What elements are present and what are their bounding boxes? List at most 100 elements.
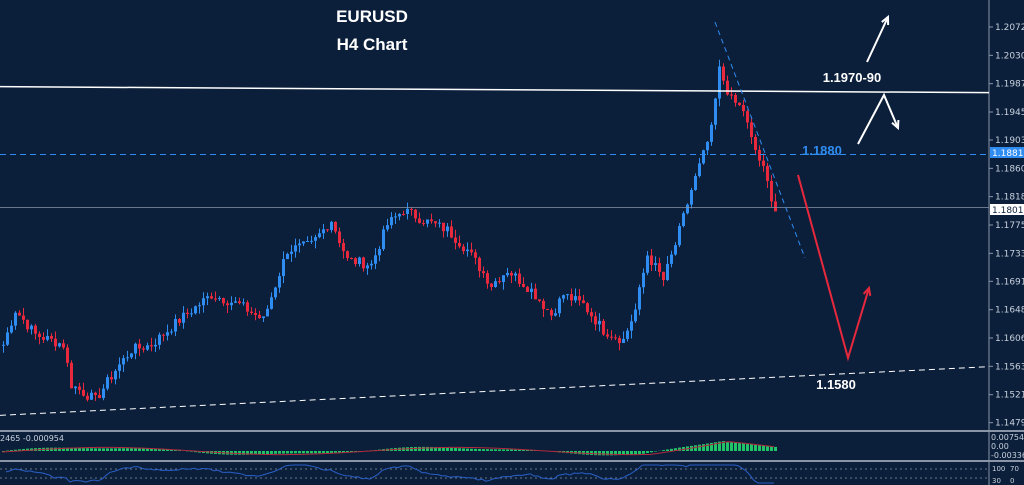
macd-histogram-bar [346, 451, 349, 453]
candle-body [18, 312, 21, 316]
candle-body [202, 298, 205, 306]
macd-histogram-bar [666, 449, 669, 451]
macd-histogram-bar [738, 442, 741, 451]
macd-histogram-bar [518, 449, 521, 451]
macd-histogram-bar [350, 451, 353, 453]
candle-body [474, 252, 477, 258]
macd-histogram-bar [730, 442, 733, 451]
macd-histogram-bar [438, 447, 441, 451]
macd-histogram-bar [266, 451, 269, 455]
candle-body [622, 338, 625, 344]
macd-histogram-bar [118, 448, 121, 451]
candle-body [766, 165, 769, 181]
candle-body [606, 334, 609, 337]
candle-body [746, 111, 749, 123]
candle-body [134, 343, 137, 354]
candle-body [774, 201, 777, 212]
macd-histogram-bar [594, 451, 597, 456]
candle-body [50, 335, 53, 339]
macd-histogram-bar [134, 448, 137, 451]
macd-histogram-bar [262, 451, 265, 455]
candle-body [546, 308, 549, 310]
macd-histogram-bar [322, 451, 325, 454]
candle-body [250, 311, 253, 313]
candle-body [162, 334, 165, 336]
macd-histogram-bar [626, 451, 629, 455]
price-axis: 1.20725 1.20300 1.19875 1.19450 1.19030 1.186… [989, 23, 1024, 429]
candle-body [186, 312, 189, 314]
macd-histogram-bar [674, 448, 677, 451]
macd-histogram-bar [14, 449, 17, 451]
price-tick-label: 1.18605 [995, 164, 1024, 174]
candle-body [738, 102, 741, 106]
candle-body [638, 287, 641, 310]
macd-histogram-bar [278, 451, 281, 454]
candle-body [366, 265, 369, 269]
candle-body [314, 237, 317, 241]
candle-body [234, 301, 237, 303]
candle-body [646, 255, 649, 273]
candle-body [554, 313, 557, 316]
bearish-projection-arrow-head [862, 285, 872, 297]
candle-body [510, 272, 513, 276]
price-tick-label: 1.15210 [995, 391, 1024, 401]
candle-body [258, 314, 261, 319]
macd-histogram-bar [698, 444, 701, 451]
rsi-line [5, 464, 774, 484]
candle-body [434, 221, 437, 224]
candle-body [526, 286, 529, 292]
macd-histogram-bar [610, 451, 613, 456]
candle-body [306, 241, 309, 243]
price-tick-label: 1.19450 [995, 108, 1024, 118]
candle-body [226, 303, 229, 306]
candle-body [490, 283, 493, 288]
candle-body [714, 98, 717, 125]
macd-histogram-bar [138, 448, 141, 451]
candle-body [754, 136, 757, 150]
candle-body [690, 190, 693, 205]
candle-body [274, 287, 277, 298]
candle-body [26, 319, 29, 330]
candle-body [430, 219, 433, 222]
macd-tick-1: 0.00 [991, 442, 1009, 451]
macd-histogram-bar [458, 448, 461, 451]
candle-body [66, 347, 69, 363]
candle-body [722, 66, 725, 81]
macd-histogram-bar [462, 448, 465, 451]
rsi-panel-separator[interactable] [0, 460, 1024, 462]
macd-tick-2: -0.00336 [991, 451, 1024, 460]
macd-histogram-bar [146, 448, 149, 451]
candle-body [230, 302, 233, 306]
candle-body [626, 330, 629, 339]
candle-body [378, 249, 381, 256]
macd-histogram-bar [742, 443, 745, 451]
candle-body [702, 150, 705, 164]
macd-histogram-bar [90, 448, 93, 451]
macd-histogram-bar [734, 442, 737, 451]
macd-histogram-bar [314, 451, 317, 454]
macd-histogram-bar [26, 448, 29, 451]
macd-histogram-bar [762, 445, 765, 451]
price-tick-label: 1.19030 [995, 136, 1024, 146]
macd-histogram-bar [482, 449, 485, 451]
candle-body [58, 343, 61, 347]
macd-histogram-bar [106, 448, 109, 451]
macd-panel-separator[interactable] [0, 430, 1024, 432]
macd-histogram-bar [290, 451, 293, 454]
candle-body [62, 343, 65, 348]
candle-body [218, 298, 221, 300]
macd-histogram-bar [590, 451, 593, 455]
candle-body [38, 333, 41, 338]
macd-histogram-bar [54, 447, 57, 451]
macd-histogram-bar [750, 444, 753, 451]
candle-body [730, 94, 733, 96]
macd-histogram-bar [86, 448, 89, 451]
macd-histogram-bar [678, 447, 681, 451]
candle-body [182, 312, 185, 323]
macd-histogram-bar [418, 446, 421, 451]
macd-histogram-bar [258, 451, 261, 455]
price-tick-label: 1.20300 [995, 51, 1024, 61]
candle-body [630, 321, 633, 331]
candle-body [578, 296, 581, 301]
